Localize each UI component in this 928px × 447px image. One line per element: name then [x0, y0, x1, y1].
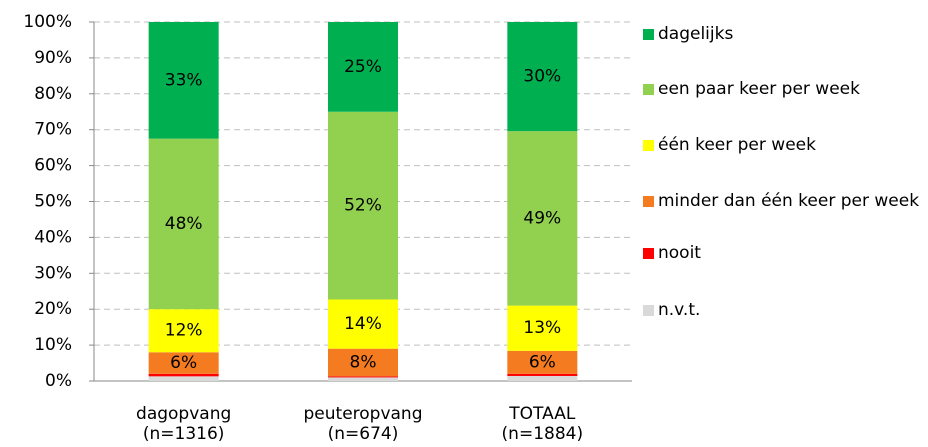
legend-label: een paar keer per week — [658, 79, 860, 99]
y-tick-label: 0% — [45, 371, 72, 391]
data-label: 12% — [165, 321, 203, 341]
x-tick-label: dagopvang — [136, 404, 231, 424]
y-tick-label: 40% — [34, 227, 72, 247]
bar-segment — [148, 373, 219, 377]
x-tick-label: (n=674) — [328, 424, 399, 444]
data-label: 25% — [344, 57, 382, 77]
bar-segment — [148, 376, 219, 381]
bar-segment — [148, 22, 219, 139]
x-tick-label: TOTAAL — [508, 404, 576, 424]
legend-item: nooit — [640, 243, 928, 264]
bar-segment — [328, 22, 398, 112]
data-label: 6% — [170, 353, 197, 373]
data-label: 8% — [350, 353, 377, 373]
bar-segment — [148, 309, 219, 353]
bar-segment — [507, 305, 578, 351]
legend-swatch — [643, 140, 654, 151]
bar-segment — [328, 376, 398, 378]
x-tick-label: peuteropvang — [304, 404, 423, 424]
y-tick-label: 50% — [34, 192, 72, 212]
legend-label: minder dan één keer per week — [658, 191, 920, 211]
bar-segment — [328, 348, 398, 377]
data-label: 52% — [344, 196, 382, 216]
legend-label: n.v.t. — [658, 300, 701, 320]
legend-swatch — [643, 29, 654, 40]
bar-segment — [148, 352, 219, 374]
data-label: 13% — [523, 318, 561, 338]
legend-label: nooit — [658, 243, 701, 263]
legend-item: n.v.t. — [640, 300, 928, 321]
legend-label: één keer per week — [658, 135, 816, 155]
y-tick-label: 30% — [34, 263, 72, 283]
y-tick-label: 100% — [23, 12, 72, 32]
legend-item: dagelijks — [640, 24, 928, 45]
bar-segment — [328, 377, 398, 381]
data-label: 14% — [344, 314, 382, 334]
data-label: 48% — [165, 214, 203, 234]
bar-segment — [507, 22, 578, 132]
bar-segment — [328, 299, 398, 349]
legend-swatch — [643, 196, 654, 207]
data-label: 30% — [523, 67, 561, 87]
x-tick-label: (n=1884) — [502, 424, 584, 444]
y-tick-label: 80% — [34, 84, 72, 104]
data-label: 6% — [529, 352, 556, 372]
bar-segment — [507, 375, 578, 381]
legend-label: dagelijks — [658, 24, 734, 44]
y-tick-label: 10% — [34, 335, 72, 355]
legend-item: één keer per week — [640, 135, 928, 156]
y-tick-label: 70% — [34, 120, 72, 140]
legend-swatch — [643, 248, 654, 259]
legend-item: minder dan één keer per week — [640, 191, 928, 212]
legend-swatch — [643, 305, 654, 316]
legend-swatch — [643, 84, 654, 95]
bar-segment — [328, 111, 398, 300]
data-label: 33% — [165, 70, 203, 90]
y-tick-label: 60% — [34, 156, 72, 176]
bar-segment — [507, 350, 578, 374]
y-tick-label: 20% — [34, 299, 72, 319]
legend-item: een paar keer per week — [640, 79, 928, 100]
bar-segment — [507, 131, 578, 306]
y-tick-label: 90% — [34, 48, 72, 68]
x-tick-label: (n=1316) — [143, 424, 225, 444]
bar-segment — [507, 373, 578, 376]
bar-segment — [148, 138, 219, 310]
data-label: 49% — [523, 208, 561, 228]
